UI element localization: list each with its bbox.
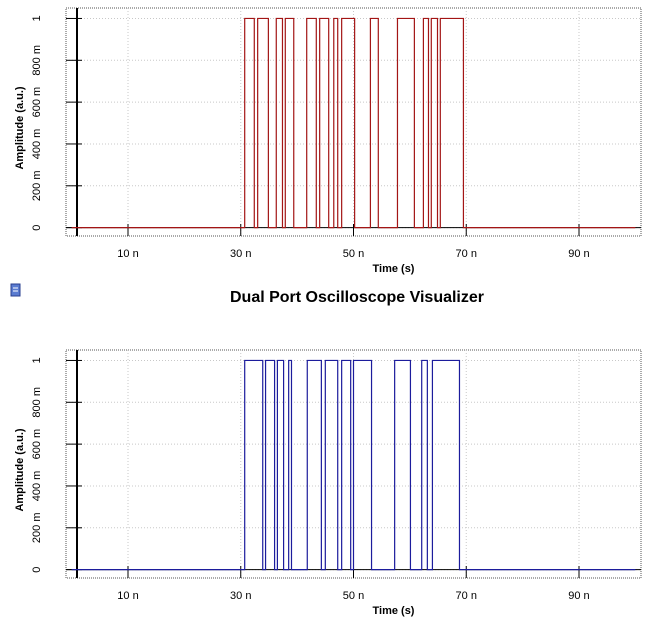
y-tick-label: 800 m xyxy=(31,45,43,76)
signal-line xyxy=(71,359,636,571)
y-tick-label: 800 m xyxy=(31,387,43,418)
y-tick-label: 600 m xyxy=(31,87,43,118)
x-tick-label: 10 n xyxy=(117,248,138,260)
y-tick-label: 0 xyxy=(31,225,43,231)
x-tick-label: 70 n xyxy=(456,248,477,260)
x-axis-title: Time (s) xyxy=(373,605,415,617)
y-tick-label: 400 m xyxy=(31,471,43,502)
y-tick-label: 600 m xyxy=(31,429,43,460)
x-tick-label: 30 n xyxy=(230,590,251,602)
signal-line xyxy=(71,17,636,229)
y-tick-label: 400 m xyxy=(31,129,43,160)
y-axis-title: Amplitude (a.u.) xyxy=(14,428,26,511)
chart: 0 200 m 400 m 600 m 800 m 1 10 n 30 n 50 n 70 n 90… xyxy=(14,7,642,275)
x-tick-label: 10 n xyxy=(117,590,138,602)
x-tick-label: 50 n xyxy=(343,590,364,602)
y-tick-label: 200 m xyxy=(31,513,43,544)
x-tick-label: 90 n xyxy=(568,248,589,260)
x-tick-label: 90 n xyxy=(568,590,589,602)
x-tick-label: 50 n xyxy=(343,248,364,260)
visualizer-icon xyxy=(10,283,21,297)
y-axis-title: Amplitude (a.u.) xyxy=(14,86,26,169)
window-title: Dual Port Oscilloscope Visualizer xyxy=(230,289,484,306)
y-tick-label: 1 xyxy=(31,15,43,21)
chart: 0 200 m 400 m 600 m 800 m 1 10 n 30 n 50 n 70 n 90… xyxy=(14,349,642,617)
x-tick-label: 30 n xyxy=(230,248,251,260)
x-axis-title: Time (s) xyxy=(373,263,415,275)
y-tick-label: 0 xyxy=(31,567,43,573)
y-tick-label: 1 xyxy=(31,357,43,363)
y-tick-label: 200 m xyxy=(31,171,43,202)
x-tick-label: 70 n xyxy=(456,590,477,602)
